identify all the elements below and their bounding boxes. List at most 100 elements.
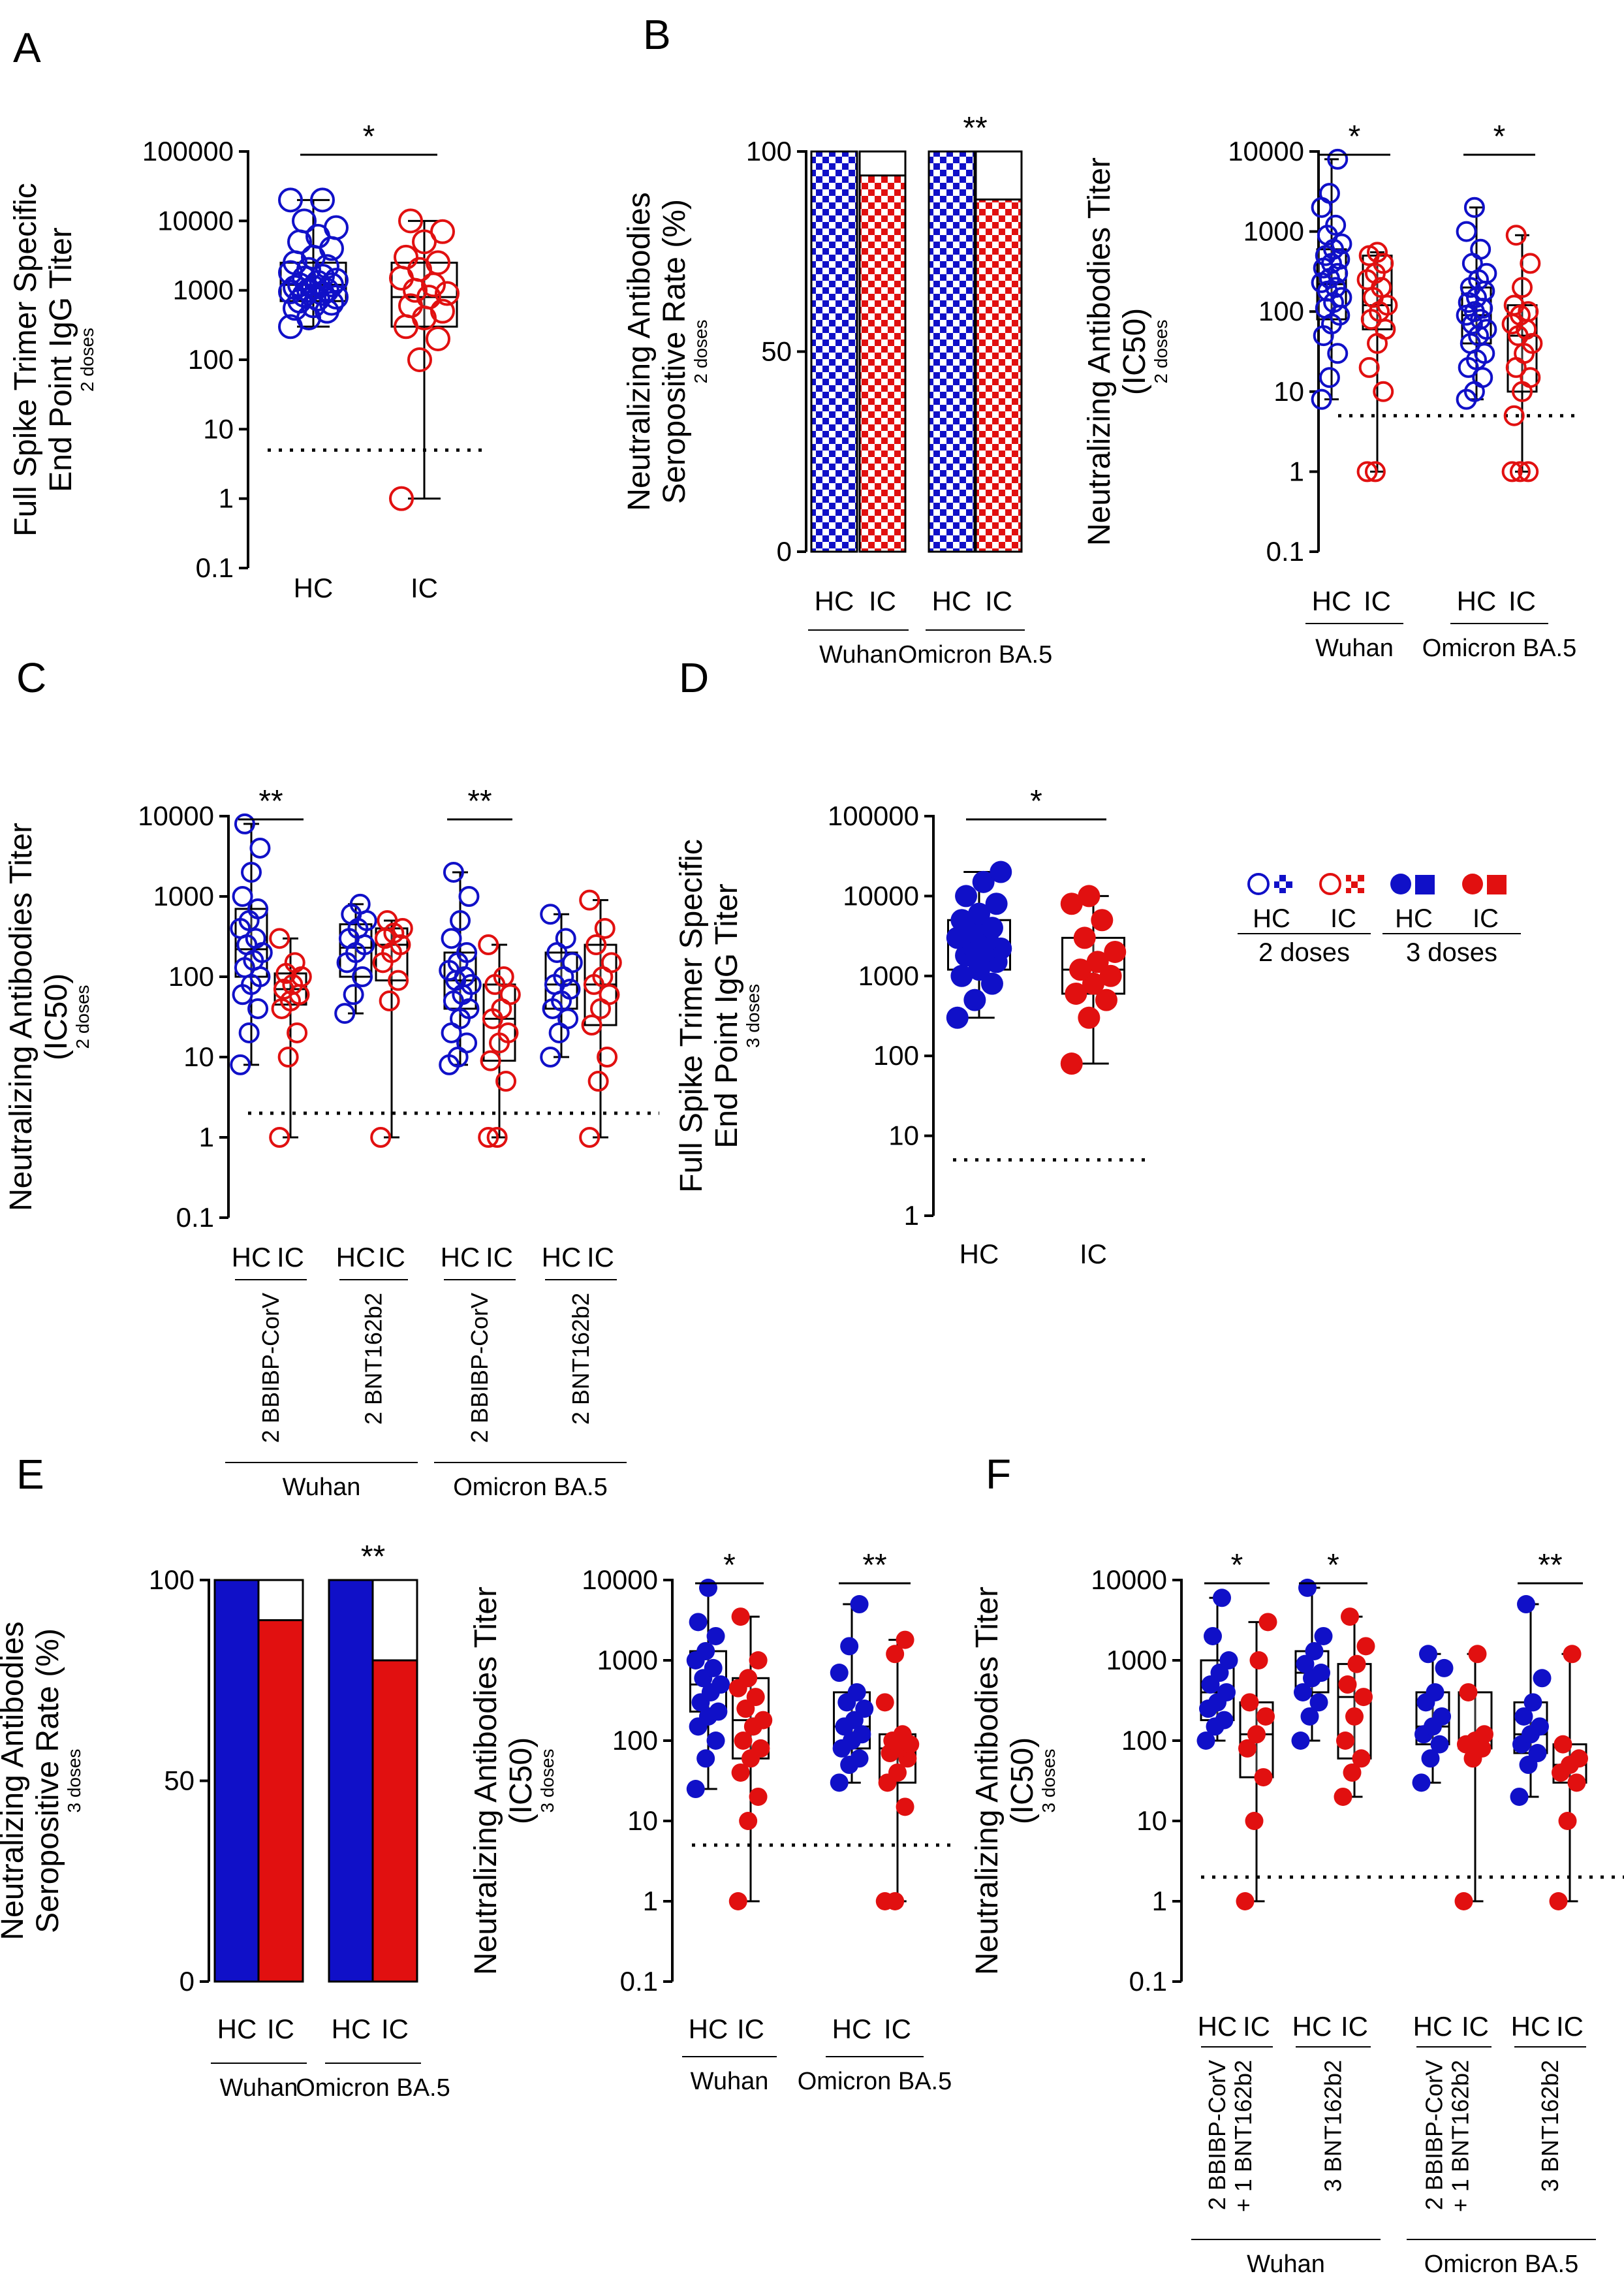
group-label: Omicron BA.5 <box>898 641 1053 669</box>
data-point <box>1291 1732 1310 1750</box>
category-label: HC <box>232 1242 272 1273</box>
data-point <box>597 1047 618 1067</box>
data-point <box>1523 1693 1542 1712</box>
chart-panel-E1: E 0 50 100 Neutralizing Antibodies Seropositi… <box>0 1451 450 2102</box>
data-point <box>349 893 371 915</box>
data-point <box>1505 225 1527 246</box>
data-point <box>1375 319 1396 340</box>
data-point <box>1095 988 1117 1011</box>
data-point <box>731 1763 750 1782</box>
data-point <box>1312 1664 1330 1683</box>
chart-panel-B2: 0.1 1 10 100 1000 10000 Neutralizing Antibodie… <box>1082 119 1581 662</box>
data-point <box>1329 249 1351 270</box>
data-point <box>1086 951 1109 973</box>
data-point <box>247 998 269 1019</box>
category-label: HC <box>689 2014 728 2044</box>
data-point <box>1254 1768 1273 1787</box>
significance-label: * <box>723 1548 736 1583</box>
y-tick-label: 100 <box>168 961 214 992</box>
data-point <box>696 1641 715 1660</box>
category-label: IC <box>985 586 1012 616</box>
data-point <box>980 917 1003 940</box>
y-tick-label: 10000 <box>138 800 214 831</box>
group-label: Wuhan <box>819 641 898 669</box>
data-point <box>1345 1707 1364 1726</box>
category-label: HC <box>1312 586 1352 616</box>
data-point <box>269 1127 290 1148</box>
data-point <box>699 1578 717 1597</box>
data-point <box>1352 1749 1371 1768</box>
data-point <box>247 898 269 920</box>
data-point <box>1475 1725 1493 1744</box>
data-point <box>1334 1787 1352 1806</box>
legend-ic-label-2: IC <box>1473 904 1499 933</box>
data-point <box>559 979 581 1000</box>
y-axis-label: Full Spike Trimer Specific <box>674 839 709 1192</box>
bar <box>858 174 907 553</box>
data-point <box>754 1711 773 1730</box>
data-point <box>950 909 973 932</box>
data-point <box>379 990 400 1012</box>
data-point <box>1454 1892 1473 1910</box>
data-point <box>968 902 990 925</box>
data-point <box>1104 940 1127 963</box>
data-point <box>540 1047 561 1067</box>
data-point <box>581 1015 602 1036</box>
group-label: Omicron BA.5 <box>296 2074 450 2102</box>
data-point <box>1249 1651 1268 1669</box>
data-point <box>334 1003 356 1024</box>
data-point <box>749 1787 768 1806</box>
y-tick-label: 1000 <box>597 1645 658 1675</box>
data-point <box>1091 909 1114 932</box>
y-tick-label: 100 <box>1121 1725 1167 1756</box>
legend-2doses-label: 2 doses <box>1258 938 1350 967</box>
data-point <box>1518 461 1539 482</box>
y-axis-label-2: End Point IgG Titer <box>710 883 744 1148</box>
legend-hc-label-1: HC <box>1253 904 1290 933</box>
y-tick-label: 1 <box>1289 456 1304 486</box>
data-point <box>557 1008 579 1030</box>
data-point <box>731 1607 750 1626</box>
significance-label: * <box>1030 784 1042 819</box>
y-tick-label: 0.1 <box>176 1202 214 1233</box>
data-point <box>394 244 418 270</box>
y-tick-label: 100000 <box>142 136 234 166</box>
data-point <box>847 1683 866 1701</box>
chart-panel-F: F 0.1 1 10 100 1000 10000 Neutralizing Antibodi… <box>970 1451 1624 2278</box>
category-label: HC <box>832 2014 872 2044</box>
bar <box>213 1579 260 1983</box>
data-point <box>1430 1735 1449 1754</box>
category-label: IC <box>869 586 896 616</box>
y-tick-label: 1 <box>219 483 234 514</box>
y-tick-label: 10 <box>183 1041 214 1072</box>
y-tick-label: 10 <box>1136 1805 1167 1836</box>
data-point <box>1528 1744 1547 1763</box>
category-label: IC <box>1508 586 1536 616</box>
data-point <box>686 1780 705 1799</box>
group-label: Omicron BA.5 <box>798 2068 952 2095</box>
data-point <box>1567 1773 1586 1792</box>
data-point <box>850 1749 869 1768</box>
category-label: HC <box>960 1239 999 1269</box>
y-tick-label: 50 <box>761 336 792 367</box>
vaccine-label: 3 BNT162b2 <box>1537 2060 1563 2192</box>
data-point <box>896 1797 914 1816</box>
data-point <box>478 1127 499 1148</box>
data-point <box>1240 1693 1259 1712</box>
y-tick-label: 1 <box>904 1200 919 1231</box>
data-point <box>269 928 290 949</box>
data-point <box>1082 972 1104 995</box>
data-point <box>746 1688 765 1707</box>
category-label: IC <box>1341 2011 1368 2042</box>
data-point <box>1470 238 1491 260</box>
y-tick-label: 1000 <box>153 881 214 911</box>
group-label: Omicron BA.5 <box>1422 635 1577 662</box>
group-label: Wuhan <box>1247 2251 1325 2278</box>
data-point <box>370 1127 392 1148</box>
y-tick-label: 1000 <box>858 960 919 991</box>
data-point <box>990 861 1012 883</box>
data-point <box>486 1127 508 1148</box>
data-point <box>875 1693 894 1712</box>
category-label: HC <box>1198 2011 1238 2042</box>
category-label: IC <box>378 1242 405 1273</box>
